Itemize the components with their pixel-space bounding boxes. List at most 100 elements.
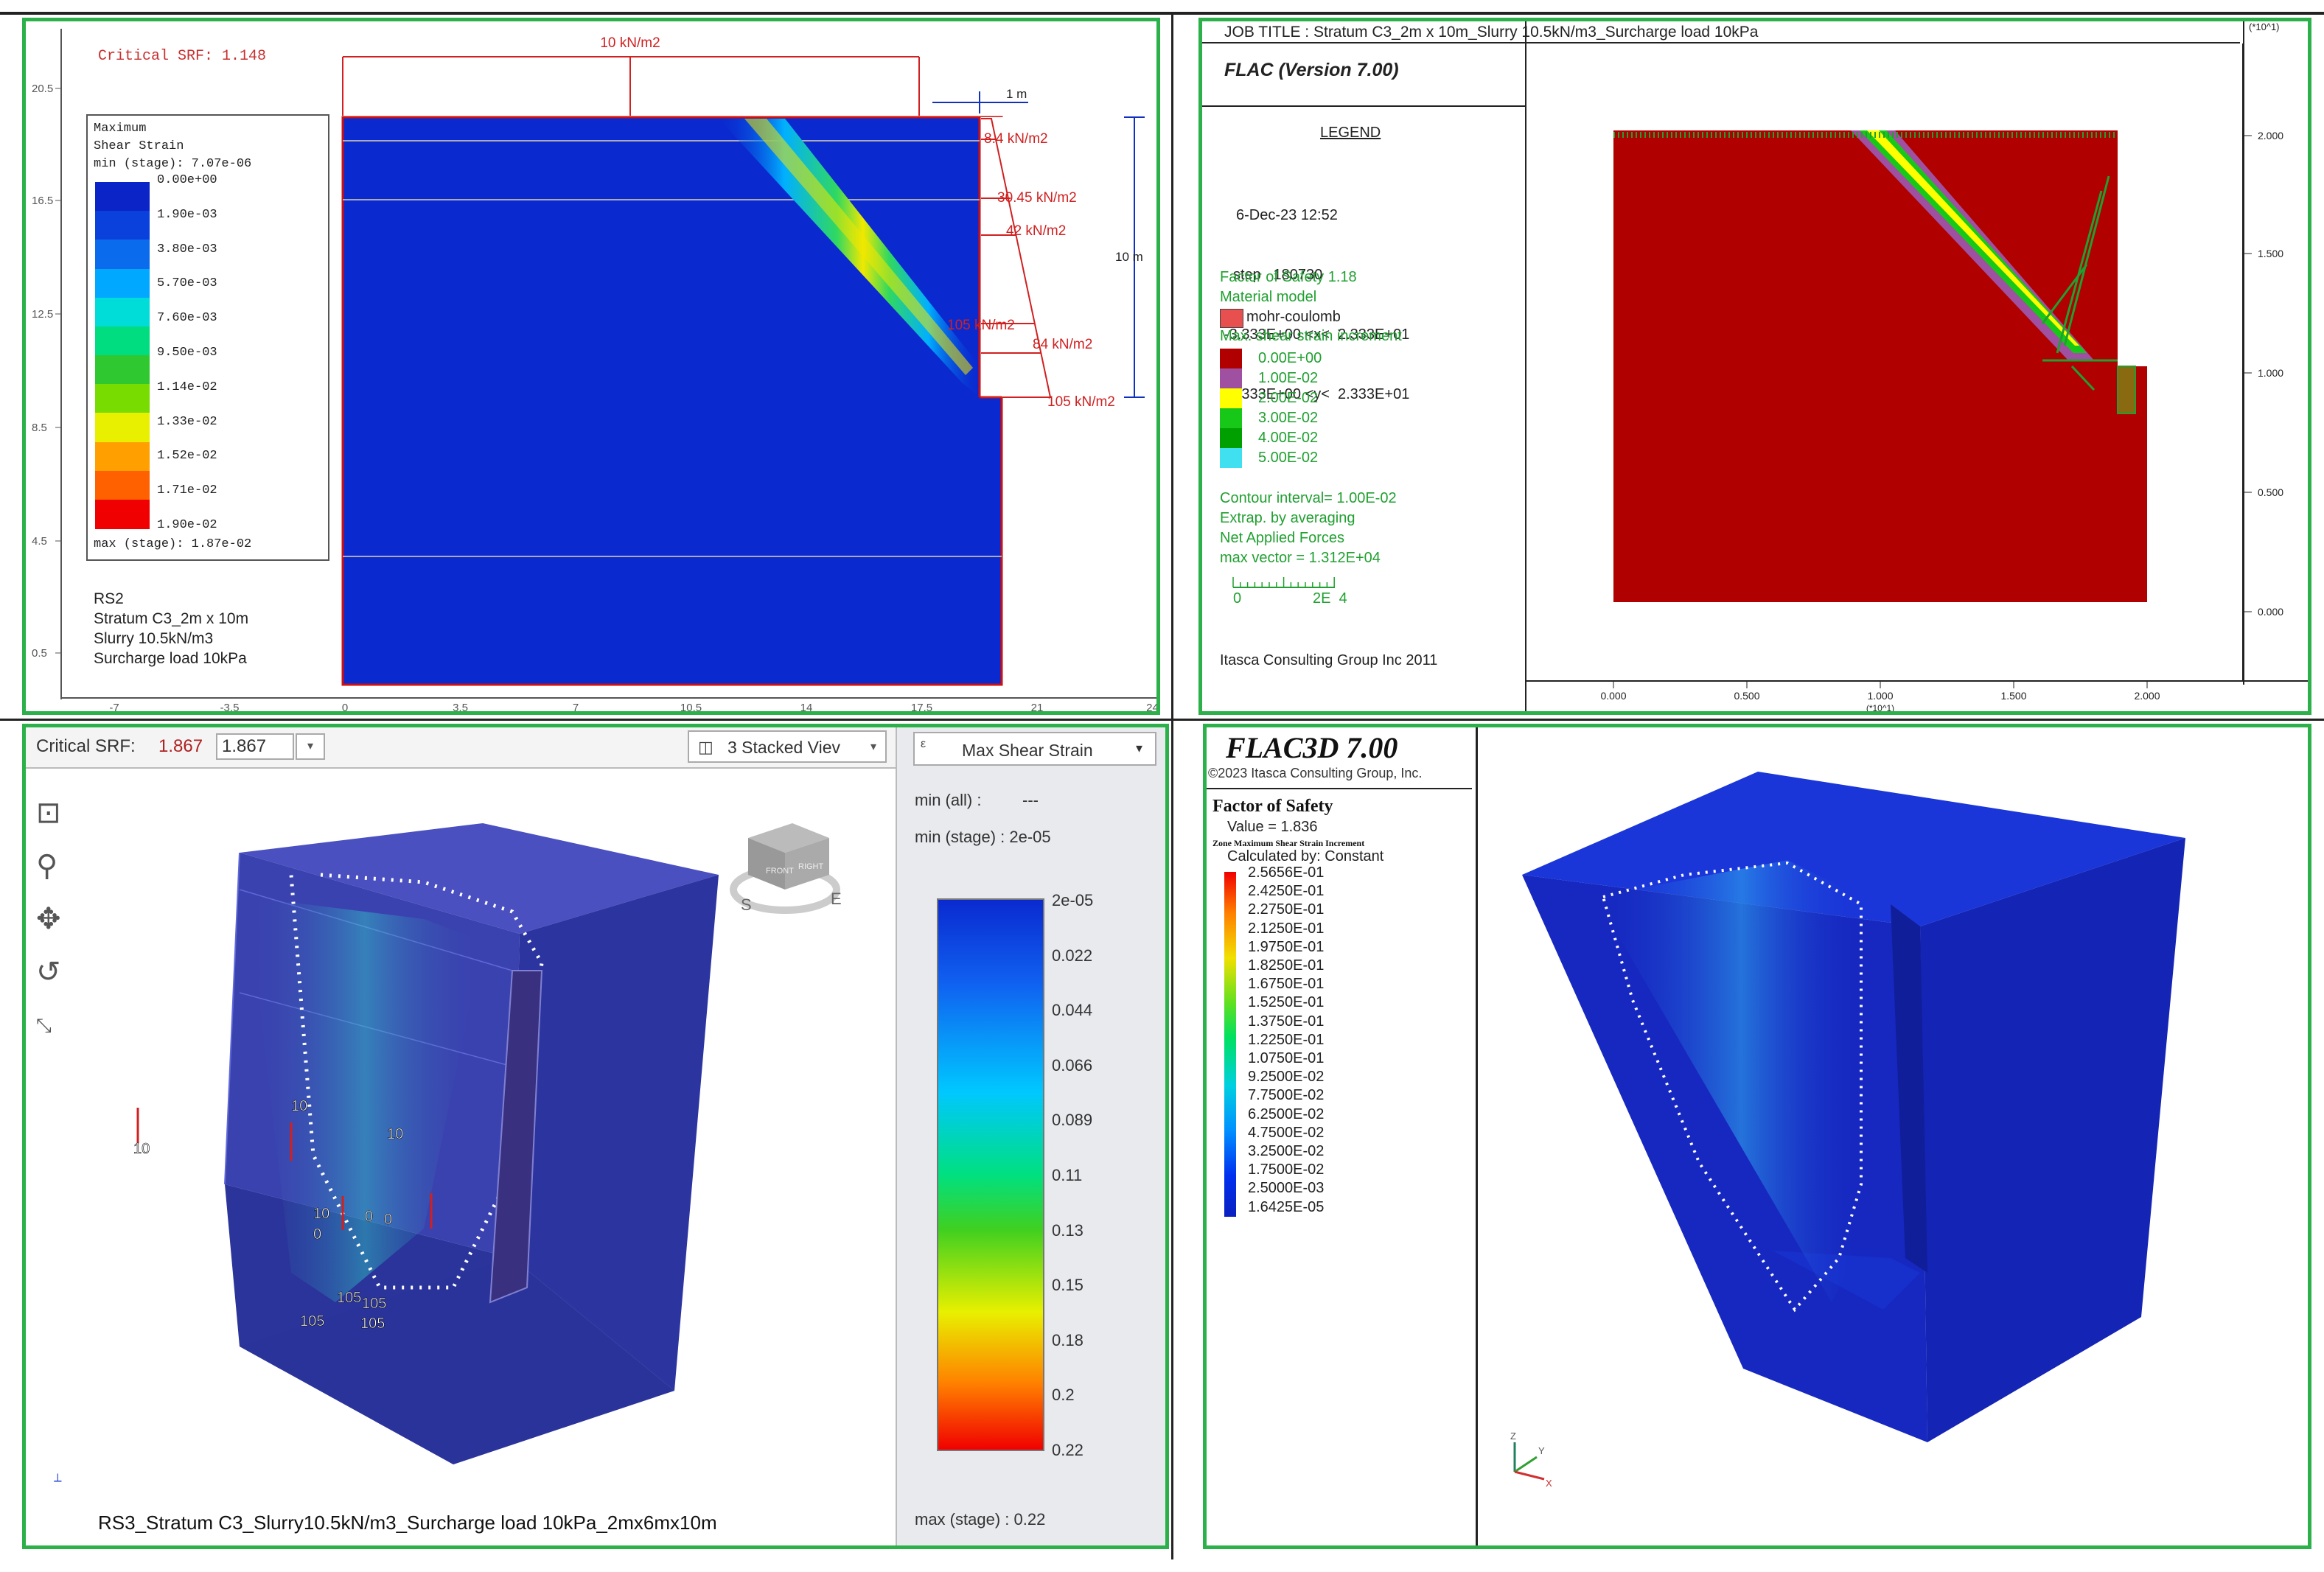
vertical-divider bbox=[1171, 12, 1173, 1559]
srf-label: Critical SRF: bbox=[36, 736, 136, 756]
strain-swatch bbox=[1220, 349, 1242, 368]
axis-y: Y bbox=[1538, 1445, 1545, 1456]
strain-swatch bbox=[1220, 408, 1242, 428]
colorbar-label: 0.13 bbox=[1052, 1220, 1084, 1240]
srf-dropdown-button[interactable]: ▾ bbox=[296, 733, 325, 760]
pressure-label-4: 105 kN/m2 bbox=[947, 318, 1015, 333]
zoom-icon[interactable]: ⚲ bbox=[36, 850, 58, 882]
rotate-icon[interactable]: ↺ bbox=[36, 956, 61, 988]
calc-method: Calculated by: Constant bbox=[1227, 848, 1384, 864]
strain-colorbar bbox=[937, 898, 1044, 1451]
rs3-panel: Critical SRF: 1.867 1.867 ▾ ◫ 3 Stacked … bbox=[22, 724, 1169, 1549]
legend-min: min (stage): 7.07e-06 bbox=[94, 157, 252, 171]
colorbar-band bbox=[95, 297, 150, 327]
colorbar-band bbox=[95, 182, 150, 212]
flac3d-legend-column: FLAC3D 7.00 ©2023 Itasca Consulting Grou… bbox=[1207, 727, 1478, 1545]
x-tick-label: 0.500 bbox=[1734, 690, 1759, 702]
x-tick-label: 1.000 bbox=[1867, 690, 1893, 702]
colorbar-label: 0.15 bbox=[1052, 1276, 1084, 1295]
top-face bbox=[240, 823, 719, 934]
extrapolation: Extrap. by averaging bbox=[1220, 510, 1355, 526]
info-stratum: Stratum C3_2m x 10m bbox=[94, 610, 249, 627]
x-tick-label: 1.500 bbox=[2000, 690, 2026, 702]
pan-icon[interactable]: ✥ bbox=[36, 903, 61, 935]
colorbar-band bbox=[95, 240, 150, 270]
colorbar-band bbox=[95, 355, 150, 385]
x-axis-ticks: -7 -3.5 0 3.5 7 10.5 14 17.5 21 24 bbox=[109, 702, 1156, 711]
zone-title: Zone Maximum Shear Strain Increment bbox=[1212, 838, 1365, 848]
max-stage: max (stage) : 0.22 bbox=[915, 1510, 1046, 1529]
legend-value: 1.3750E-01 bbox=[1248, 1013, 1325, 1030]
load-label: 10 bbox=[313, 1206, 329, 1222]
legend-value: 2.5000E-03 bbox=[1248, 1180, 1325, 1197]
flac-grid bbox=[1613, 130, 2147, 602]
legend-value: 1.33e-02 bbox=[157, 414, 217, 429]
colorbar-band bbox=[95, 211, 150, 241]
strain-icon: ε bbox=[921, 738, 927, 750]
min-stage: min (stage) : 2e-05 bbox=[915, 828, 1051, 846]
x-tick-label: 3.5 bbox=[453, 702, 468, 711]
y-tick-label: 1.500 bbox=[2258, 248, 2283, 259]
nav-cube[interactable]: FRONT RIGHT S E bbox=[726, 808, 851, 919]
info-surcharge: Surcharge load 10kPa bbox=[94, 650, 247, 667]
load-label: 10 bbox=[387, 1126, 403, 1142]
legend-value: 7.60e-03 bbox=[157, 311, 217, 326]
legend-value: 5.70e-03 bbox=[157, 276, 217, 291]
y-range: -3.333E+00 <y< 2.333E+01 bbox=[1224, 386, 1410, 402]
tool-column: ⊡ ⚲ ✥ ↺ ⤡ bbox=[36, 786, 61, 1052]
strain-title: Max. shear strain increment bbox=[1220, 328, 1402, 344]
failure-surface bbox=[247, 897, 483, 1302]
legend-value: 1.90e-03 bbox=[157, 207, 217, 222]
load-label: 0 bbox=[384, 1212, 392, 1228]
colorbar-band bbox=[95, 470, 150, 500]
max-vector: max vector = 1.312E+04 bbox=[1220, 550, 1381, 566]
strain-swatch bbox=[1220, 388, 1242, 408]
legend-value: 9.2500E-02 bbox=[1248, 1069, 1325, 1086]
colorbar-band bbox=[95, 413, 150, 443]
strain-legend: 0.00E+00 1.00E-02 2.00E-02 3.00E-02 4.00E-02… bbox=[1220, 349, 1485, 474]
offset-dimension bbox=[932, 91, 1028, 113]
x-tick-label: 24 bbox=[1146, 702, 1156, 711]
legend-max: max (stage): 1.87e-02 bbox=[94, 537, 252, 551]
info-program: RS2 bbox=[94, 590, 124, 607]
chevron-down-icon: ▾ bbox=[870, 741, 877, 753]
strain-select[interactable]: ε Max Shear Strain ▾ bbox=[913, 732, 1156, 766]
x-tick-label: 14 bbox=[800, 702, 813, 711]
zoom-window-icon[interactable]: ⊡ bbox=[36, 797, 61, 829]
legend-value: 1.6750E-01 bbox=[1248, 976, 1325, 993]
run-date: 6-Dec-23 12:52 bbox=[1236, 207, 1338, 223]
load-label: 105 bbox=[300, 1313, 324, 1330]
min-all-value: --- bbox=[1022, 791, 1039, 809]
strain-value: 0.00E+00 bbox=[1258, 350, 1322, 366]
colorbar-label: 0.22 bbox=[1052, 1441, 1084, 1459]
legend-value: 1.14e-02 bbox=[157, 380, 217, 394]
copyright: ©2023 Itasca Consulting Group, Inc. bbox=[1208, 766, 1423, 780]
colorbar-label: 0.11 bbox=[1052, 1166, 1083, 1184]
zoom-extents-icon[interactable]: ⤡ bbox=[36, 1014, 52, 1036]
axis-z: Z bbox=[1510, 1430, 1516, 1442]
legend-value: 1.52e-02 bbox=[157, 449, 217, 464]
y-tick-label: 2.000 bbox=[2258, 130, 2283, 142]
colorbar-label: 0.066 bbox=[1052, 1055, 1093, 1075]
legend-value: 4.7500E-02 bbox=[1248, 1124, 1325, 1141]
legend-value: 1.9750E-01 bbox=[1248, 938, 1325, 955]
view-selector[interactable]: ◫ 3 Stacked Viev ▾ bbox=[688, 730, 887, 763]
failure-surface bbox=[1596, 860, 1861, 1302]
material-swatch bbox=[1220, 309, 1243, 328]
x-tick-label: 7 bbox=[573, 702, 579, 711]
x-tick-label: 2.000 bbox=[2134, 690, 2160, 702]
legend-value: 1.8250E-01 bbox=[1248, 957, 1325, 974]
y-tick-label: 16.5 bbox=[32, 195, 53, 207]
load-label: 10 bbox=[291, 1098, 307, 1114]
legend-value: 6.2500E-02 bbox=[1248, 1105, 1325, 1122]
strain-swatch bbox=[1220, 428, 1242, 448]
strain-select-label: Max Shear Strain bbox=[962, 741, 1093, 760]
load-label: 105 bbox=[360, 1316, 385, 1332]
shear-band bbox=[719, 119, 981, 397]
job-title: JOB TITLE : Stratum C3_2m x 10m_Slurry 1… bbox=[1202, 21, 2240, 43]
surcharge-label: 10 kN/m2 bbox=[600, 35, 660, 51]
legend-value: 9.50e-03 bbox=[157, 346, 217, 360]
colorbar-band bbox=[95, 384, 150, 414]
srf-input[interactable]: 1.867 bbox=[216, 733, 294, 760]
